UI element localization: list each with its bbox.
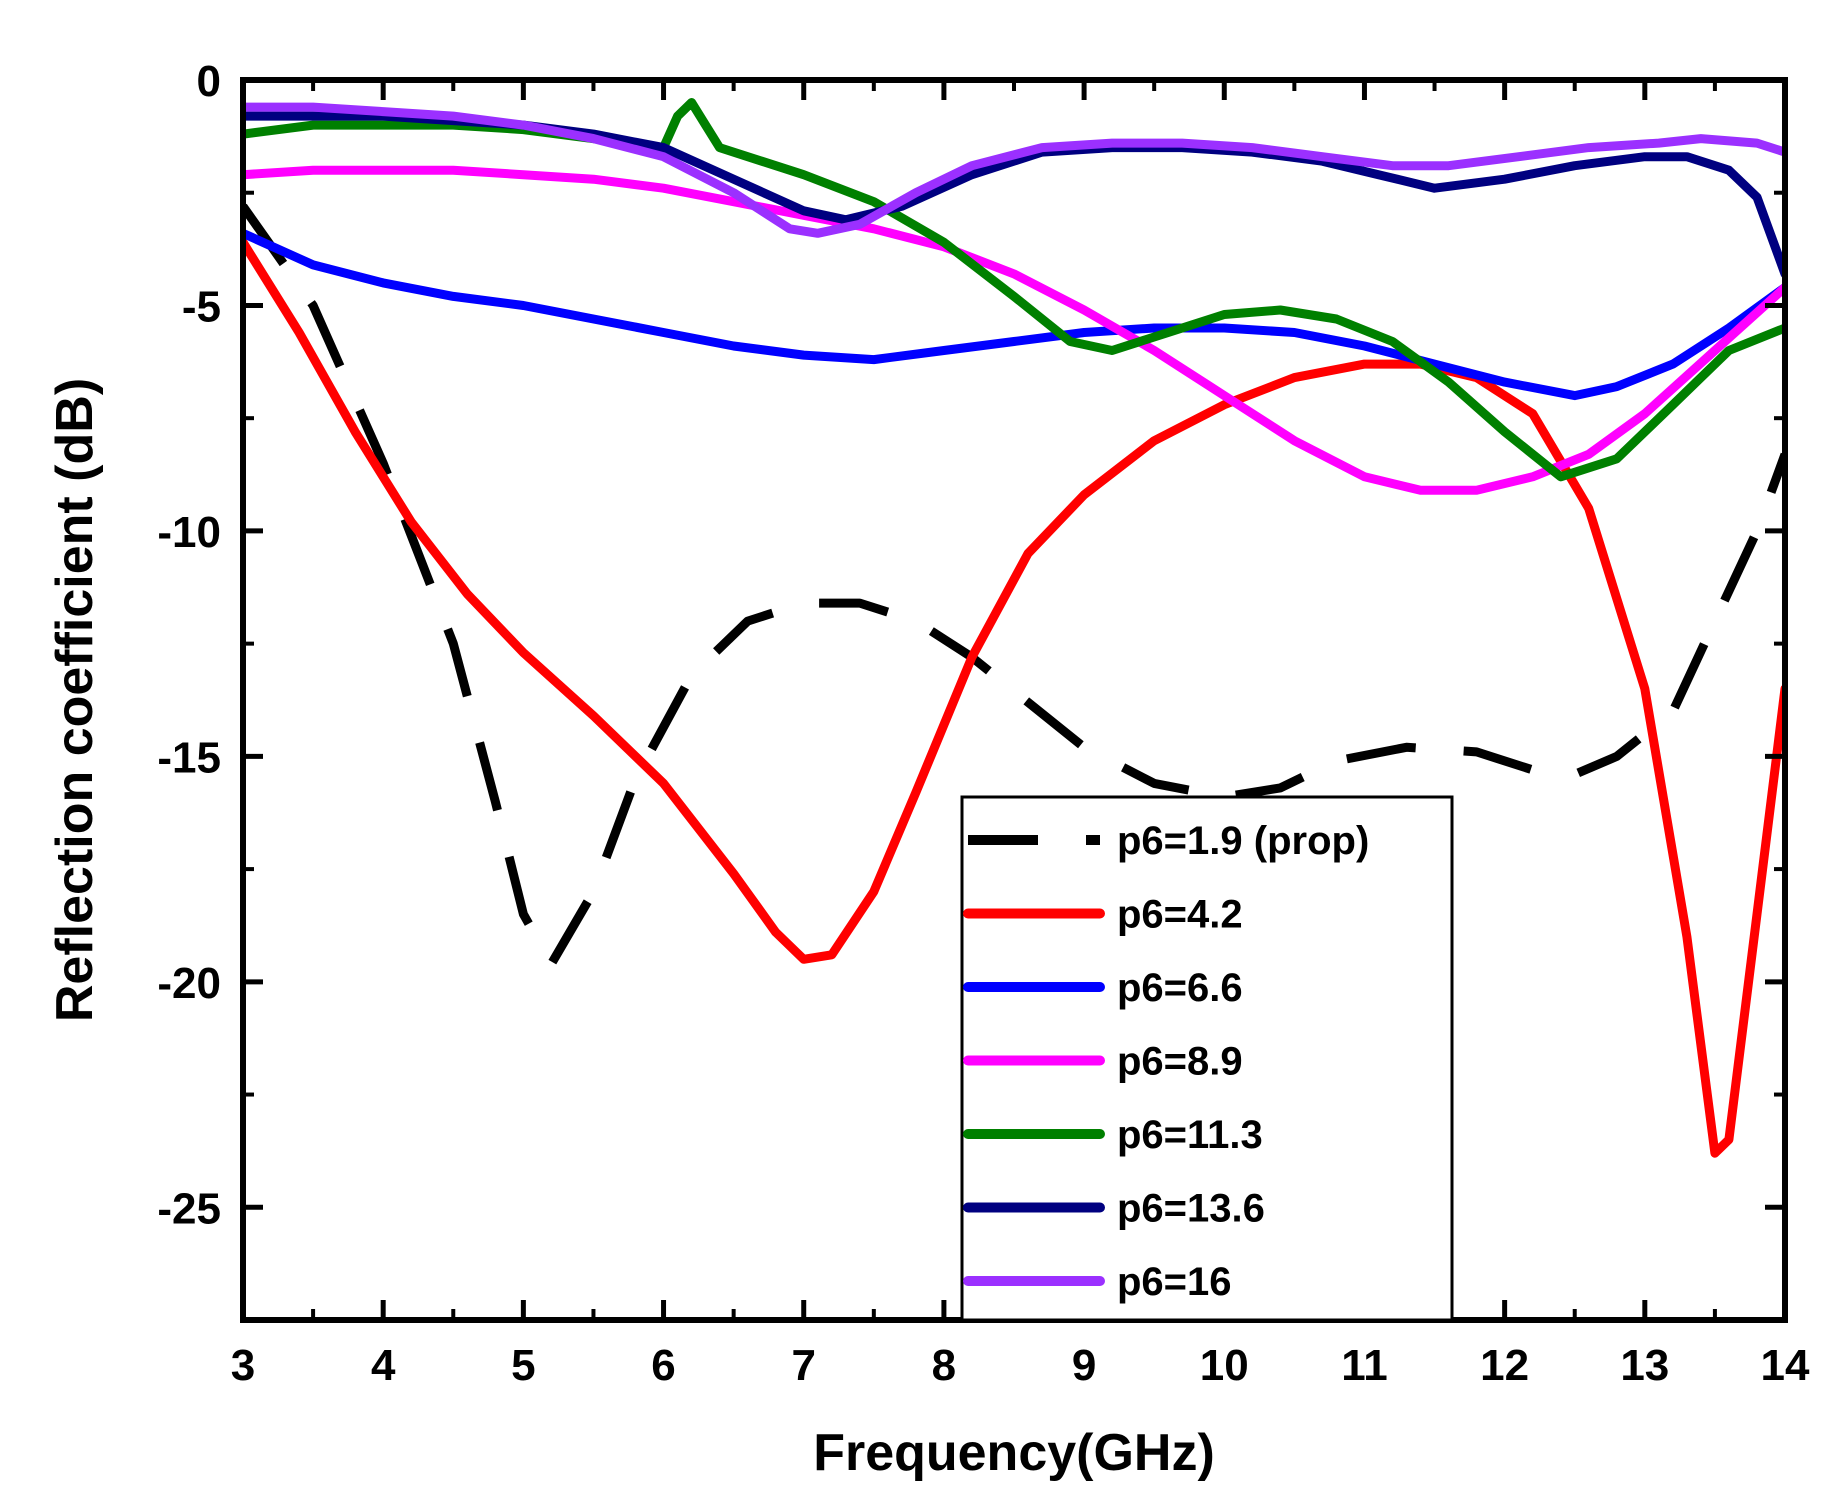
data-lines-layer: [243, 98, 1785, 1158]
x-tick-label: 14: [1761, 1341, 1810, 1390]
legend-label-6: p6=13.6: [1117, 1187, 1265, 1231]
series-line-7: [243, 102, 1785, 238]
series-line-2: [243, 237, 1785, 1158]
x-tick-label: 6: [651, 1341, 675, 1390]
y-tick-label: -20: [157, 959, 221, 1008]
legend-label-4: p6=8.9: [1117, 1040, 1243, 1084]
y-axis-title: Reflection coefficient (dB): [46, 378, 104, 1022]
axis-tick-labels-layer: 3 4 5 6 7 8 9 10 11 12 13 14 0 -5 -10 -15 -20 -25: [157, 57, 1810, 1390]
x-tick-label: 11: [1341, 1341, 1388, 1390]
y-tick-label: -5: [182, 282, 221, 331]
x-tick-label: 3: [231, 1341, 255, 1390]
legend-label-5: p6=11.3: [1117, 1113, 1263, 1157]
x-tick-label: 7: [791, 1341, 815, 1390]
y-tick-label: 0: [197, 57, 221, 106]
legend-items: p6=1.9 (prop) p6=4.2 p6=6.6 p6=8.9 p6=11.3 p6…: [963, 819, 1369, 1304]
y-tick-label: -25: [157, 1184, 221, 1233]
legend-label-3: p6=6.6: [1117, 966, 1243, 1010]
series-line-6: [243, 111, 1785, 279]
legend-label-2: p6=4.2: [1117, 893, 1243, 937]
series-line-3: [243, 228, 1785, 401]
legend-label-1: p6=1.9 (prop): [1117, 819, 1369, 863]
legend: p6=1.9 (prop) p6=4.2 p6=6.6 p6=8.9 p6=11.3 p6…: [960, 795, 1454, 1322]
x-tick-label: 13: [1620, 1341, 1669, 1390]
x-tick-label: 5: [511, 1341, 535, 1390]
x-tick-label: 8: [932, 1341, 956, 1390]
series-line-4: [243, 165, 1785, 495]
y-tick-label: -10: [157, 508, 221, 557]
series-line-1: [243, 203, 1785, 969]
x-tick-label: 10: [1200, 1341, 1249, 1390]
x-axis-title: Frequency(GHz): [813, 1424, 1215, 1482]
x-tick-label: 9: [1072, 1341, 1096, 1390]
y-tick-label: -15: [157, 733, 221, 782]
x-tick-label: 4: [371, 1341, 396, 1390]
legend-label-7: p6=16: [1117, 1260, 1232, 1304]
x-tick-label: 12: [1480, 1341, 1529, 1390]
